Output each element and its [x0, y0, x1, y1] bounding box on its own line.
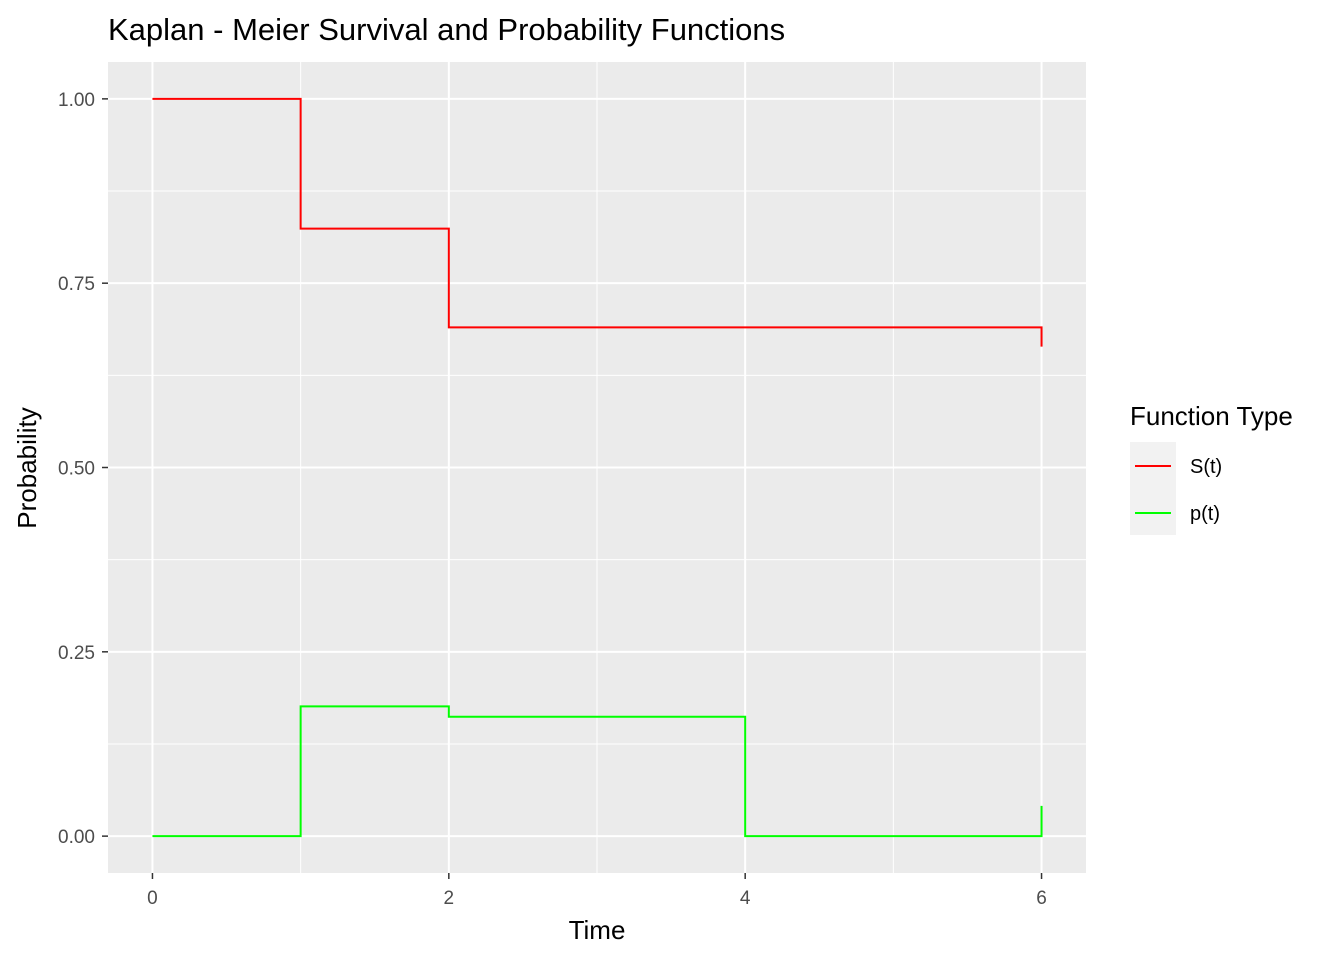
y-tick-label: 0.00 — [58, 827, 95, 848]
x-axis-title: Time — [569, 915, 626, 945]
y-tick-label: 0.25 — [58, 643, 95, 664]
x-tick-label: 6 — [1036, 888, 1047, 909]
x-tick-label: 2 — [444, 888, 455, 909]
series-line-st — [152, 97, 1043, 347]
series-line-pt — [152, 705, 1043, 838]
legend: Function Type S(t) p(t) — [1130, 401, 1293, 535]
y-axis-title: Probability — [12, 407, 42, 528]
x-tick-label: 0 — [147, 888, 158, 909]
y-tick-label: 1.00 — [58, 90, 95, 111]
series-layer — [152, 97, 1043, 838]
legend-label: S(t) — [1190, 456, 1222, 478]
legend-title: Function Type — [1130, 401, 1293, 431]
legend-key-background — [1130, 442, 1176, 535]
legend-items: S(t) p(t) — [1135, 456, 1222, 525]
legend-label: p(t) — [1190, 503, 1220, 525]
y-tick-label: 0.50 — [58, 459, 95, 480]
chart-title: Kaplan - Meier Survival and Probability … — [108, 12, 785, 47]
y-tick-label: 0.75 — [58, 274, 95, 295]
x-tick-label: 4 — [740, 888, 751, 909]
axis-ticks: 0 2 4 6 0.00 0.25 0.50 0.75 1.00 — [58, 90, 1047, 909]
